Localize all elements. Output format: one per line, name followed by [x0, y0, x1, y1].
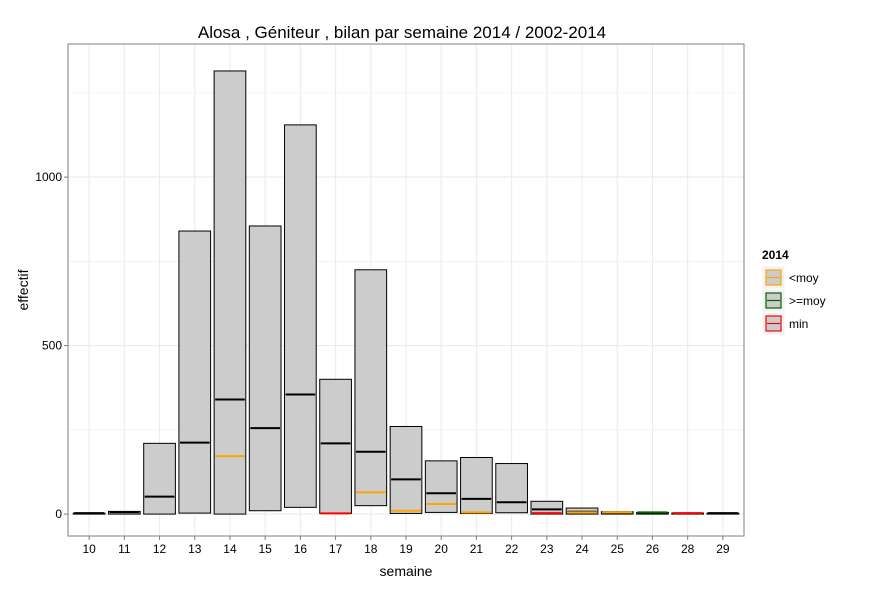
legend: 2014 <moy >=moy min — [761, 248, 826, 336]
legend-label: >=moy — [789, 294, 826, 308]
y-tick-label: 0 — [55, 507, 62, 521]
y-tick-label: 1000 — [35, 170, 62, 184]
x-tick-label: 25 — [611, 542, 625, 556]
plot-panel-border — [67, 43, 745, 537]
x-tick-label: 22 — [505, 542, 519, 556]
bar-range — [354, 269, 388, 507]
legend-title: 2014 — [762, 248, 789, 262]
x-tick-label: 11 — [118, 542, 131, 556]
x-tick-label: 10 — [82, 542, 96, 556]
bar-range — [460, 456, 493, 514]
bar-range — [389, 425, 423, 514]
x-tick-label: 24 — [575, 542, 589, 556]
bar-range — [178, 230, 212, 514]
x-axis-title: semaine — [380, 563, 433, 579]
x-tick-label: 26 — [646, 542, 660, 556]
x-tick-label: 20 — [435, 542, 449, 556]
x-tick-label: 15 — [258, 542, 272, 556]
bar-range — [213, 70, 247, 515]
bar-range — [495, 463, 528, 514]
x-tick-label: 12 — [153, 542, 167, 556]
x-tick-label: 18 — [364, 542, 378, 556]
legend-label: <moy — [789, 271, 819, 285]
x-tick-label: 21 — [470, 542, 484, 556]
x-tick-label: 14 — [223, 542, 237, 556]
legend-label: min — [789, 317, 808, 331]
x-axis: 10 11 12 13 14 15 16 17 18 19 20 21 22 23 24 25 26 28 29 — [82, 536, 730, 556]
y-tick-label: 500 — [42, 339, 62, 353]
bar-range — [319, 378, 352, 514]
x-tick-label: 29 — [716, 542, 730, 556]
x-tick-label: 23 — [540, 542, 554, 556]
bar-range — [143, 442, 176, 515]
x-tick-label: 19 — [399, 542, 413, 556]
y-axis-title: effectif — [15, 269, 31, 310]
x-tick-label: 28 — [681, 542, 695, 556]
bars — [72, 70, 740, 515]
x-tick-label: 13 — [188, 542, 202, 556]
x-tick-label: 17 — [329, 542, 343, 556]
bar-range — [530, 500, 564, 515]
y-axis: 0 500 1000 — [35, 170, 68, 521]
chart-title: Alosa , Géniteur , bilan par semaine 201… — [198, 23, 606, 42]
bar-range — [248, 225, 282, 512]
x-tick-label: 16 — [294, 542, 308, 556]
bar-range — [284, 124, 317, 508]
